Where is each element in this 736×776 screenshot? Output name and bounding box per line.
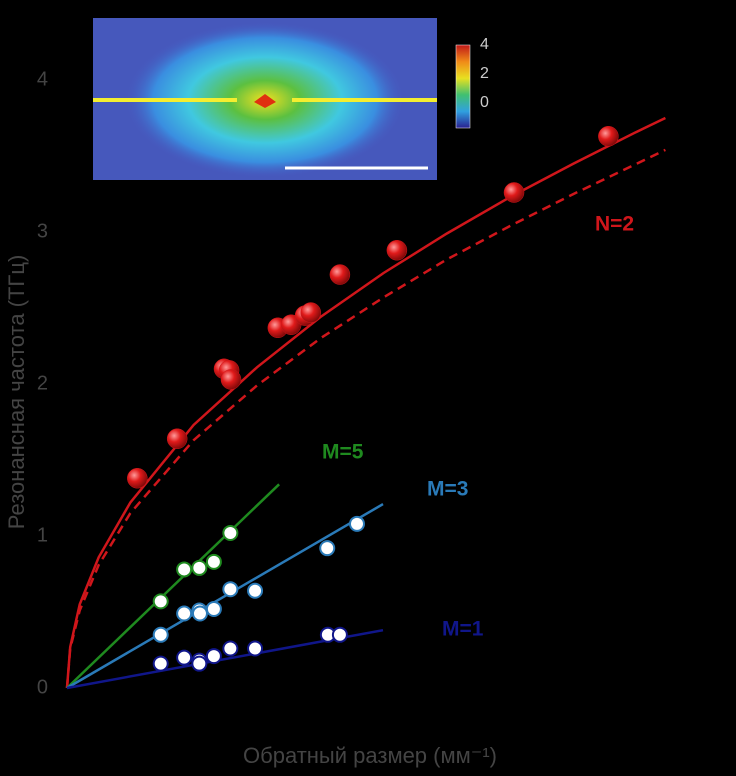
series-label: M=3 [427,478,468,501]
data-point [152,655,169,672]
inset-heatmap [93,18,471,180]
data-point [503,182,525,203]
fit-line [66,503,384,690]
data-point [191,559,208,576]
data-point [222,581,239,598]
data-point [300,302,322,323]
data-point [205,648,222,665]
data-point [386,239,408,261]
x-axis-label: Обратный размер (мм⁻¹) [243,743,497,768]
data-point [222,640,239,657]
data-point [127,467,148,489]
data-point [166,428,188,449]
data-point [176,561,193,578]
y-tick-label: 2 [37,372,48,394]
fit-line [66,483,280,689]
fit-line [65,116,666,689]
data-point [191,655,208,672]
y-tick-label: 4 [37,68,48,90]
data-point [247,640,264,657]
data-point [598,125,619,147]
data-point [205,553,222,570]
fit-line [65,148,666,689]
series-label: M=5 [322,441,364,464]
data-point [319,540,336,557]
data-point [329,264,351,285]
y-axis-label: Резонансная частота (ТГц) [4,255,29,530]
data-point [247,582,264,599]
colorbar-tick-label: 2 [480,65,489,82]
data-point [152,593,169,610]
y-tick-label: 1 [37,524,48,546]
data-point [222,524,239,541]
series-label: N=2 [595,213,634,236]
y-tick-label: 0 [37,676,48,698]
data-point [220,369,242,390]
data-point [205,600,222,617]
series-label: M=1 [442,618,484,641]
y-tick-label: 3 [37,220,48,242]
data-point [191,605,208,622]
colorbar-tick-label: 0 [480,94,489,111]
data-point [152,626,169,643]
colorbar-tick-label: 4 [480,36,489,53]
data-point [348,515,365,532]
data-point [331,626,348,643]
data-point [176,649,193,666]
data-point [176,605,193,622]
